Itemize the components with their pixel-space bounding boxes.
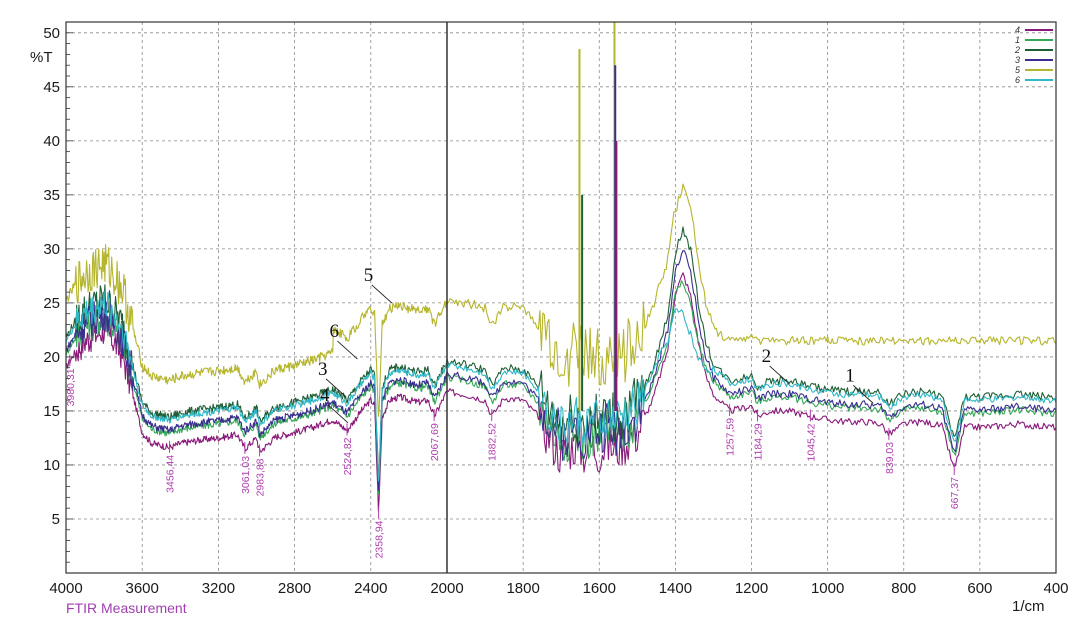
footer-label: FTIR Measurement [66, 600, 187, 616]
series-line-6 [65, 290, 1057, 482]
x-tick-label: 4000 [49, 580, 82, 597]
x-tick-label: 1000 [811, 580, 844, 597]
legend-label: 1 [1015, 35, 1020, 45]
y-tick-label: 30 [43, 241, 60, 258]
y-tick-label: 20 [43, 349, 60, 366]
annotation-leader [327, 404, 349, 424]
x-tick-label: 2400 [354, 580, 387, 597]
peak-label: 667,37 [949, 477, 961, 509]
x-tick-label: 2000 [430, 580, 463, 597]
x-tick-label: 3600 [126, 580, 159, 597]
y-tick-label: 50 [43, 25, 60, 42]
peak-label: 2524,82 [342, 437, 354, 475]
legend-label: 3 [1015, 55, 1020, 65]
annotation-leader [852, 385, 874, 404]
peak-label: 1184,29 [752, 423, 764, 460]
legend-label: 2 [1014, 45, 1020, 55]
x-tick-label: 2800 [278, 580, 311, 597]
legend-label: 6 [1015, 75, 1020, 85]
x-tick-label: 800 [891, 580, 916, 597]
peak-labels: 3980,31 3456,44 3061,03 2983,88 2524,82 2358,… [65, 354, 961, 558]
y-axis-label: %T [30, 49, 53, 66]
peak-label: 3456,44 [165, 455, 177, 493]
y-tick-label: 5 [52, 511, 60, 528]
curve-annotation-2: 2 [762, 346, 772, 367]
peak-label: 1045,42 [805, 423, 817, 461]
peak-label: 1257,59 [725, 418, 737, 456]
peak-label: 2067,69 [429, 423, 441, 461]
peak-label: 3061,03 [240, 456, 252, 494]
y-tick-label: 25 [43, 295, 60, 312]
y-tick-label: 45 [43, 79, 60, 96]
y-tick-label: 10 [43, 457, 60, 474]
curve-annotation-5: 5 [364, 265, 374, 286]
x-tick-label: 400 [1043, 580, 1068, 597]
series-lines [65, 22, 1057, 512]
x-tick-label: 600 [967, 580, 992, 597]
annotation-leader [371, 284, 393, 304]
peak-label: 839,03 [884, 442, 896, 474]
curve-annotation-4: 4 [320, 385, 330, 406]
plot-frame [65, 21, 1057, 574]
peak-label: 2358,94 [374, 520, 386, 558]
annotation-leader [769, 365, 790, 385]
x-tick-label: 1400 [659, 580, 692, 597]
series-line-2 [65, 226, 1057, 483]
peak-label: 1882,52 [487, 423, 499, 461]
grid-lines [66, 22, 1056, 573]
curve-annotation-1: 1 [845, 365, 855, 386]
curve-annotation-3: 3 [318, 359, 328, 380]
x-tick-label: 1800 [506, 580, 539, 597]
annotation-leader [337, 340, 358, 360]
peak-label: 2983,88 [255, 458, 267, 496]
x-tick-label: 1200 [735, 580, 768, 597]
legend-label: 5 [1015, 65, 1021, 75]
y-tick-label: 40 [43, 133, 60, 150]
legend-label: 4 [1015, 25, 1020, 35]
series-line-3 [65, 250, 1057, 492]
y-tick-label: 35 [43, 187, 60, 204]
x-axis-unit-label: 1/cm [1012, 598, 1045, 615]
peak-label: 3980,31 [65, 368, 77, 406]
x-tick-label: 3200 [202, 580, 235, 597]
series-line-5 [65, 183, 1057, 417]
curve-annotation-6: 6 [329, 321, 339, 342]
y-tick-label: 15 [43, 403, 60, 420]
annotation-leader [325, 378, 347, 398]
series-line-4 [65, 272, 1057, 512]
curve-annotations: 5 63 4 2 1 [318, 265, 874, 424]
x-tick-label: 1600 [583, 580, 616, 597]
axes: 4000 3600 3200 2800 2400 2000 1800 1600 1400 1200… [43, 21, 1069, 597]
